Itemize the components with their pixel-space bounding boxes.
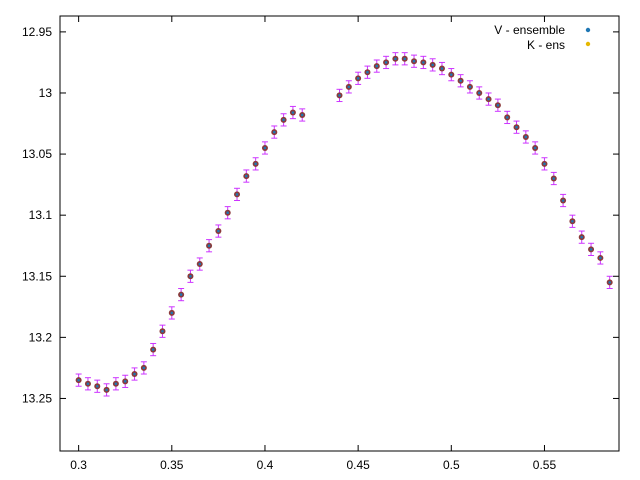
data-point-center [450,73,453,76]
legend-marker-k-ens [585,41,591,47]
data-point-center [133,372,136,376]
data-point-center [86,382,90,386]
data-points [75,52,613,397]
data-point-center [599,256,602,260]
data-point-center [422,61,425,64]
data-point-center [263,146,267,150]
data-point-center [282,118,285,122]
axes: 0.3 0.35 0.4 0.45 0.5 0.55 12.95 13 13.05 13.1 13.… [22,16,619,472]
legend-marker-v-ensemble [585,27,591,33]
data-point-center [580,235,584,239]
x-tick-label: 0.35 [160,458,184,472]
x-tick-label: 0.5 [443,458,460,472]
data-point-center [468,85,472,89]
data-point-center [114,382,118,386]
x-tick-label: 0.3 [70,458,87,472]
data-point-center [589,248,593,251]
data-point-center [105,388,108,392]
data-point-center [394,57,397,61]
legend: V - ensemble K - ens [494,23,591,52]
y-tick-label: 13.15 [22,269,52,283]
data-point-center [533,146,537,150]
data-point-center [477,91,481,95]
y-tick-label: 13.25 [22,391,52,405]
data-point-center [291,111,295,114]
data-point-center [226,211,229,215]
data-point-center [384,61,388,64]
data-point-center [375,64,379,68]
data-point-center [608,281,611,284]
legend-label-k-ens: K - ens [527,38,565,52]
data-point-center [412,59,416,63]
plot-frame [59,15,620,452]
y-tick-label: 13.05 [22,147,52,161]
data-point-center [170,311,174,315]
data-point-center [487,97,490,101]
data-point-center [254,162,257,166]
data-point-center [515,125,518,129]
data-point-center [561,199,565,202]
data-point-center [403,57,407,61]
data-point-center [459,79,462,83]
data-point-center [77,378,80,382]
legend-label-v-ensemble: V - ensemble [494,23,565,37]
data-point-center [217,229,220,233]
data-point-center [198,262,202,266]
data-point-center [245,174,248,178]
data-point-center [440,67,444,70]
data-point-center [95,384,99,388]
data-point-center [347,85,351,89]
data-point-center [571,219,574,223]
y-tick-label: 13.1 [29,208,53,222]
data-point-center [431,63,434,67]
y-tick-label: 12.95 [22,25,52,39]
x-tick-label: 0.4 [257,458,274,472]
x-tick-label: 0.55 [533,458,557,472]
data-point-center [142,366,146,370]
data-point-center [543,162,546,166]
y-tick-label: 13 [39,86,53,100]
data-point-center [338,94,341,97]
data-point-center [123,380,127,383]
data-point-center [366,70,369,74]
data-point-center [151,348,155,351]
data-point-center [161,329,164,333]
data-point-center [272,130,276,134]
data-point-center [524,135,528,139]
data-point-center [552,177,556,180]
data-point-center [505,116,509,119]
data-point-center [235,193,239,196]
x-tick-label: 0.45 [346,458,370,472]
data-point-center [300,113,304,117]
data-point-center [207,244,211,248]
data-point-center [496,103,500,107]
y-tick-label: 13.2 [29,330,53,344]
data-point-center [356,77,360,80]
data-point-center [189,274,192,278]
data-point-center [179,293,183,296]
